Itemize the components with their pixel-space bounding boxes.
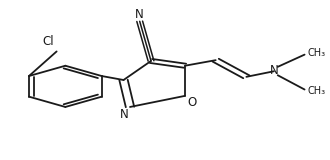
Text: CH₃: CH₃ [308, 48, 326, 58]
Text: O: O [187, 96, 197, 109]
Text: CH₃: CH₃ [308, 86, 326, 96]
Text: Cl: Cl [43, 35, 54, 48]
Text: N: N [270, 64, 278, 77]
Text: N: N [120, 108, 129, 121]
Text: N: N [135, 8, 144, 21]
